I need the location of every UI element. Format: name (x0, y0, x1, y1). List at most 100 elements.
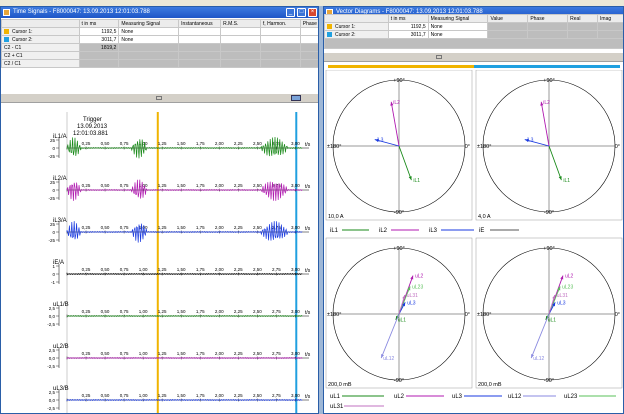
x-tick-label: 0,25 (82, 183, 91, 188)
vector-cursor-table: t in ms Measuring Signal Value Phase Rea… (324, 14, 623, 49)
x-tick-label: 1,25 (158, 141, 167, 146)
trigger-date: 13.09.2013 (77, 124, 108, 130)
table-row[interactable]: Cursor 2: 3011,7 None (324, 30, 623, 39)
x-tick-label: 2,50 (253, 183, 262, 188)
channel-label: uL2/B (53, 344, 69, 350)
angle-label-top: +90° (543, 78, 555, 84)
x-unit-label: t/s (305, 310, 311, 316)
polar-diagram-4[interactable]: +90° -90° ±180° 0° 200,0 mB uL2 uL23 uL3 uL1 uL12… (475, 237, 623, 389)
vector-iL2 (390, 101, 400, 147)
x-tick-label: 1,50 (177, 225, 186, 230)
maximize-button[interactable]: □ (297, 8, 306, 17)
vector-label: iL1 (413, 178, 420, 184)
vector-arrowhead (552, 302, 556, 307)
channel-label: iL2/A (53, 176, 67, 182)
y-tick-label: -25 (48, 154, 55, 159)
table-row[interactable]: Cursor 2: 3011,7 None (1, 35, 318, 44)
cursor-color-bar (328, 65, 620, 68)
channel-uL1-B: uL1/B2,5 0,0 -2,5 0,25 0,50 0,75 1,00 1,25 1,50 1… (47, 302, 311, 327)
signal-trace (66, 315, 303, 317)
x-tick-label: 0,25 (82, 309, 91, 314)
x-tick-label: 2,50 (253, 393, 262, 398)
vector-label: uL2 (565, 274, 574, 280)
x-unit-label: t/s (305, 352, 311, 358)
trigger-label: Trigger (83, 117, 102, 123)
x-tick-label: 0,75 (120, 393, 129, 398)
legend-iE: iE (479, 228, 484, 234)
angle-label-left: ±180° (477, 312, 491, 318)
vector-arrowhead (408, 176, 412, 181)
window-app-icon (3, 9, 10, 16)
vector-arrowhead (558, 176, 562, 181)
vector-label: uL12 (533, 356, 544, 362)
strip-button-icon[interactable] (291, 95, 301, 101)
vector-diagrams-plot[interactable]: +90° -90° ±180° 0° 10,0 A iL1 iL2 iL3 +90° -90° ±1… (324, 70, 624, 414)
angle-label-right: 0° (465, 312, 470, 318)
x-tick-label: 1,25 (158, 225, 167, 230)
y-tick-label: 25 (50, 222, 56, 227)
polar-diagram-1[interactable]: +90° -90° ±180° 0° 10,0 A iL1 iL2 iL3 (325, 70, 473, 221)
legend-iL3: iL3 (429, 228, 438, 234)
polar-diagram-2[interactable]: +90° -90° ±180° 0° 4,0 A iL1 iL2 iL3 (475, 70, 623, 221)
vector-arrowhead (410, 275, 414, 280)
x-tick-label: 3,00 (291, 225, 300, 230)
time-signals-titlebar[interactable]: Time Signals - F8000047: 13.09.2013 12:0… (1, 7, 318, 18)
x-tick-label: 1,00 (139, 351, 148, 356)
table-row[interactable]: Cursor 1: 1192,5 None (1, 27, 318, 36)
scale-label: 4,0 A (478, 214, 491, 220)
time-signals-plot[interactable]: Trigger 13.09.2013 12:01:03.881 iL1/A250… (1, 104, 319, 414)
channel-iL1-A: iL1/A25 0 -25 0,25 0,50 0,75 1,00 1,25 1,50 1,75 2… (48, 134, 310, 159)
table-row[interactable]: Cursor 1: 1192,5 None (324, 22, 623, 31)
y-tick-label: -25 (48, 196, 55, 201)
x-tick-label: 1,25 (158, 267, 167, 272)
vector-label: uL1 (548, 318, 557, 324)
x-tick-label: 1,25 (158, 393, 167, 398)
current-legend: iL1 iL2 iL3 iE (330, 228, 519, 234)
vector-iL1 (398, 145, 412, 181)
y-tick-label: 25 (50, 180, 56, 185)
vector-iL3 (524, 139, 550, 147)
polar-diagram-3[interactable]: +90° -90° ±180° 0° 200,0 mB uL2 uL23 uL3 uL1 uL12… (325, 237, 473, 389)
angle-label-left: ±180° (327, 144, 341, 150)
y-tick-label: 0 (52, 272, 55, 277)
angle-label-right: 0° (465, 144, 470, 150)
x-tick-label: 1,00 (139, 141, 148, 146)
legend-uL2: uL2 (394, 394, 405, 400)
legend-iL1: iL1 (330, 228, 339, 234)
table-row: C2 + C1 (1, 51, 318, 60)
x-tick-label: 3,00 (291, 393, 300, 398)
strip-grip-icon[interactable] (436, 55, 442, 59)
vector-toolbar-strip (324, 53, 623, 62)
x-tick-label: 0,50 (101, 351, 110, 356)
channel-uL3-B: uL3/B2,5 0,0 -2,5 0,25 0,50 0,75 1,00 1,25 1,50 1… (47, 386, 311, 411)
x-unit-label: t/s (305, 226, 311, 232)
col-t: t in ms (78, 19, 120, 28)
x-tick-label: 1,75 (196, 141, 205, 146)
angle-label-top: +90° (543, 246, 555, 252)
x-tick-label: 1,75 (196, 309, 205, 314)
vector-arrowhead (390, 101, 394, 106)
vector-arrowhead (402, 302, 406, 307)
x-tick-label: 3,00 (291, 183, 300, 188)
x-tick-label: 2,25 (234, 225, 243, 230)
minimize-button[interactable]: _ (286, 8, 295, 17)
x-tick-label: 2,50 (253, 225, 262, 230)
vector-label: iL2 (543, 100, 550, 106)
x-tick-label: 0,50 (101, 309, 110, 314)
x-tick-label: 2,00 (215, 267, 224, 272)
vector-label: uL1 (398, 318, 407, 324)
scale-label: 200,0 mB (328, 382, 352, 388)
strip-grip-icon[interactable] (156, 96, 162, 100)
x-tick-label: 0,75 (120, 225, 129, 230)
x-tick-label: 2,75 (272, 309, 281, 314)
time-cursor-table: t in ms Measuring Signal Instantaneous R… (1, 19, 318, 68)
x-tick-label: 1,50 (177, 309, 186, 314)
vector-iL2 (540, 101, 550, 147)
x-tick-label: 0,75 (120, 309, 129, 314)
legend-iL2: iL2 (379, 228, 388, 234)
cursor1-swatch (327, 23, 332, 29)
close-button[interactable]: × (308, 8, 317, 17)
vector-arrowhead (557, 286, 561, 291)
vector-arrowhead (540, 101, 544, 106)
x-unit-label: t/s (305, 142, 311, 148)
